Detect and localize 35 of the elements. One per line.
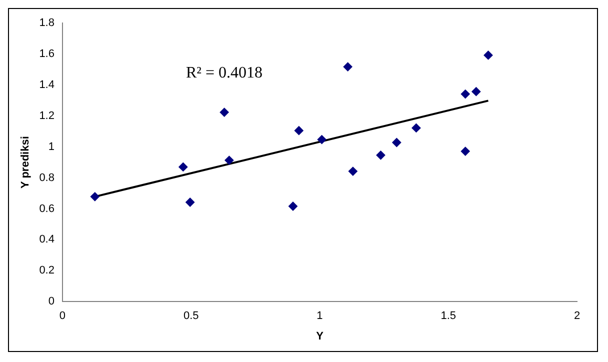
point: [178, 162, 188, 172]
point: [294, 126, 304, 136]
y-tick-label: 1.8: [39, 17, 54, 30]
point: [460, 146, 470, 156]
y-tick-label: 0.8: [39, 172, 54, 184]
point: [348, 166, 358, 176]
y-tick-label: 0: [48, 296, 54, 308]
x-tick-label: 2: [574, 310, 580, 322]
y-tick-label: 0.4: [39, 234, 54, 246]
point: [392, 138, 402, 147]
y-tick-label: 1.6: [39, 48, 54, 60]
point: [317, 135, 326, 144]
x-tick-label: 0: [59, 310, 66, 322]
point: [90, 192, 100, 202]
annotation: R² = 0.4018: [186, 64, 262, 82]
x-axis-title: Y: [316, 330, 324, 342]
y-tick-label: 1.4: [39, 78, 54, 91]
point: [412, 123, 421, 132]
point: [460, 90, 470, 99]
x-tick-label: 0.5: [183, 310, 199, 322]
point: [224, 156, 234, 165]
point: [376, 150, 386, 160]
y-tick-label: 1: [48, 140, 54, 153]
point: [288, 202, 298, 211]
y-tick-label: 1.2: [39, 110, 54, 122]
point: [472, 87, 481, 96]
point: [220, 108, 229, 117]
y-tick-label: 0.2: [39, 264, 54, 277]
y-tick-label: 0.6: [39, 202, 54, 215]
y-axis-title: Y prediksi: [20, 136, 32, 188]
point: [484, 50, 493, 60]
point: [343, 62, 352, 72]
point: [186, 198, 195, 207]
x-tick-label: 1.5: [440, 310, 456, 322]
x-tick-label: 1: [316, 310, 323, 322]
